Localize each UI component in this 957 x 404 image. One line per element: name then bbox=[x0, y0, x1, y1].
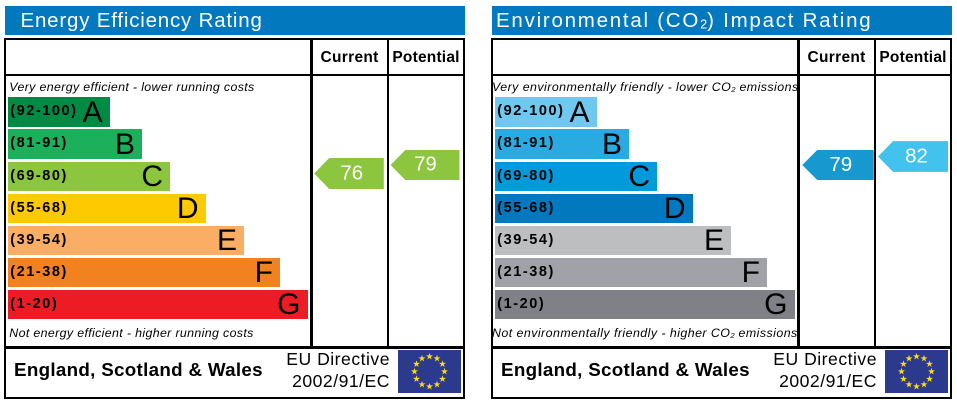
svg-text:76: 76 bbox=[340, 161, 363, 184]
svg-text:79: 79 bbox=[414, 154, 436, 176]
svg-text:79: 79 bbox=[829, 154, 852, 177]
svg-text:82: 82 bbox=[905, 145, 928, 168]
